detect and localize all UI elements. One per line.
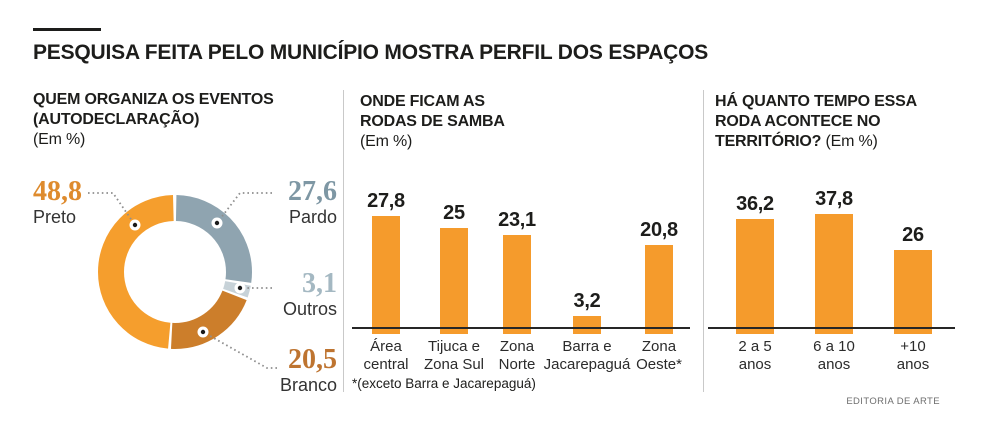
category-line: 6 a 10 — [813, 338, 855, 355]
category-line: anos — [817, 356, 851, 373]
bar-category-duration-bar-1: 6 a 10 anos — [813, 338, 855, 374]
bar-value-locations-bar-3: 3,2 — [573, 290, 601, 313]
category-line: Barra e — [562, 338, 612, 355]
bar-category-locations-bar-2: Zona Norte — [499, 338, 536, 374]
donut-value-pardo: 27,6 — [288, 176, 337, 207]
duration-heading-line1: HÁ QUANTO TEMPO ESSA — [715, 93, 917, 110]
organizers-donut-chart — [88, 192, 277, 369]
donut-label-outros: 3,1 Outros — [238, 270, 337, 319]
category-line: central — [363, 356, 409, 373]
organizers-heading-line2: (AUTODECLARAÇÃO) — [33, 111, 200, 128]
duration-heading: HÁ QUANTO TEMPO ESSA RODA ACONTECE NO TE… — [715, 92, 917, 152]
title-rule — [33, 28, 101, 31]
donut-value-outros: 3,1 — [302, 268, 337, 299]
donut-value-preto: 48,8 — [33, 176, 82, 207]
locations-unit-label: (Em %) — [360, 133, 413, 150]
page-title: PESQUISA FEITA PELO MUNICÍPIO MOSTRA PER… — [33, 41, 709, 64]
donut-anchor-dot-preto — [132, 222, 138, 228]
duration-bar-chart: 36,2 37,8 26 2 a 5 anos 6 a 10 anos +10 anos — [708, 180, 955, 378]
category-line: Zona — [641, 338, 677, 355]
donut-value-branco: 20,5 — [288, 344, 337, 375]
locations-x-axis — [352, 327, 690, 329]
panel-divider-right — [703, 90, 704, 392]
donut-segment-preto — [98, 195, 252, 349]
donut-anchor-dot-outros — [237, 285, 243, 291]
bar-value-locations-bar-4: 20,8 — [640, 218, 678, 241]
donut-name-branco: Branco — [279, 375, 337, 395]
category-line: anos — [896, 356, 930, 373]
bar-locations-bar-1 — [440, 227, 468, 334]
organizers-heading-line1: QUEM ORGANIZA OS EVENTOS — [33, 91, 274, 108]
duration-unit-label: (Em %) — [825, 133, 878, 150]
locations-plot-area: 27,8 25 23,1 3,2 20,8 — [352, 180, 690, 334]
bar-duration-bar-2 — [894, 250, 932, 334]
organizers-heading: QUEM ORGANIZA OS EVENTOS (AUTODECLARAÇÃO… — [33, 90, 274, 150]
donut-leader-preto — [88, 192, 136, 226]
duration-heading-line3: TERRITÓRIO? — [715, 133, 822, 150]
donut-label-preto: 48,8 Preto — [33, 178, 82, 227]
category-line: Tijuca e — [428, 338, 480, 355]
donut-name-pardo: Pardo — [288, 207, 337, 227]
bar-duration-bar-1 — [815, 214, 853, 334]
donut-leader-pardo — [216, 192, 272, 224]
duration-plot-area: 36,2 37,8 26 — [708, 180, 955, 334]
bar-category-locations-bar-1: Tijuca e Zona Sul — [424, 338, 484, 374]
bar-value-locations-bar-2: 23,1 — [498, 209, 536, 232]
locations-category-labels: Área central Tijuca e Zona Sul Zona Norte Barr… — [352, 338, 690, 378]
bar-category-duration-bar-0: 2 a 5 anos — [738, 338, 771, 374]
donut-segment-branco — [98, 195, 252, 349]
donut-name-outros: Outros — [282, 299, 337, 319]
category-line: Zona — [499, 338, 535, 355]
category-line: 2 a 5 — [738, 338, 772, 355]
bar-locations-bar-2 — [503, 235, 531, 334]
donut-anchor-dot-branco — [200, 329, 206, 335]
bar-value-locations-bar-1: 25 — [443, 201, 465, 224]
bar-locations-bar-3 — [573, 316, 601, 334]
locations-heading-line2: RODAS DE SAMBA — [360, 113, 505, 130]
category-line: Zona Sul — [423, 356, 485, 373]
organizers-unit-label: (Em %) — [33, 131, 86, 148]
bar-locations-bar-0 — [372, 216, 400, 334]
bar-category-locations-bar-0: Área central — [363, 338, 408, 374]
locations-heading-line1: ONDE FICAM AS — [360, 93, 485, 110]
panel-divider-left — [343, 90, 344, 392]
locations-footnote: *(exceto Barra e Jacarepaguá) — [352, 376, 536, 391]
donut-label-branco: 20,5 Branco — [238, 346, 337, 395]
donut-leader-branco — [202, 331, 277, 369]
category-line: Oeste* — [636, 356, 682, 373]
category-line: Área — [370, 338, 402, 355]
bar-value-duration-bar-0: 36,2 — [736, 193, 774, 216]
category-line: Jacarepaguá — [543, 356, 631, 373]
donut-anchor-dot-pardo — [214, 220, 220, 226]
category-line: +10 — [900, 338, 926, 355]
duration-heading-line2: RODA ACONTECE NO — [715, 113, 881, 130]
donut-name-preto: Preto — [33, 207, 77, 227]
locations-heading: ONDE FICAM AS RODAS DE SAMBA (Em %) — [360, 92, 505, 152]
bar-duration-bar-0 — [736, 219, 774, 334]
donut-label-pardo: 27,6 Pardo — [238, 178, 337, 227]
bar-category-duration-bar-2: +10 anos — [897, 338, 930, 374]
bar-category-locations-bar-3: Barra e Jacarepaguá — [544, 338, 631, 374]
duration-x-axis — [708, 327, 955, 329]
bar-value-duration-bar-1: 37,8 — [815, 188, 853, 211]
duration-category-labels: 2 a 5 anos 6 a 10 anos +10 anos — [708, 338, 955, 378]
donut-segment-pardo — [98, 195, 252, 349]
bar-category-locations-bar-4: Zona Oeste* — [636, 338, 682, 374]
category-line: anos — [738, 356, 772, 373]
category-line: Norte — [498, 356, 536, 373]
locations-bar-chart: 27,8 25 23,1 3,2 20,8 Área central Tijuca e Zon… — [352, 180, 690, 378]
bar-locations-bar-4 — [645, 244, 673, 334]
bar-value-locations-bar-0: 27,8 — [367, 190, 405, 213]
art-credit: EDITORIA DE ARTE — [846, 396, 940, 407]
bar-value-duration-bar-2: 26 — [902, 224, 924, 247]
